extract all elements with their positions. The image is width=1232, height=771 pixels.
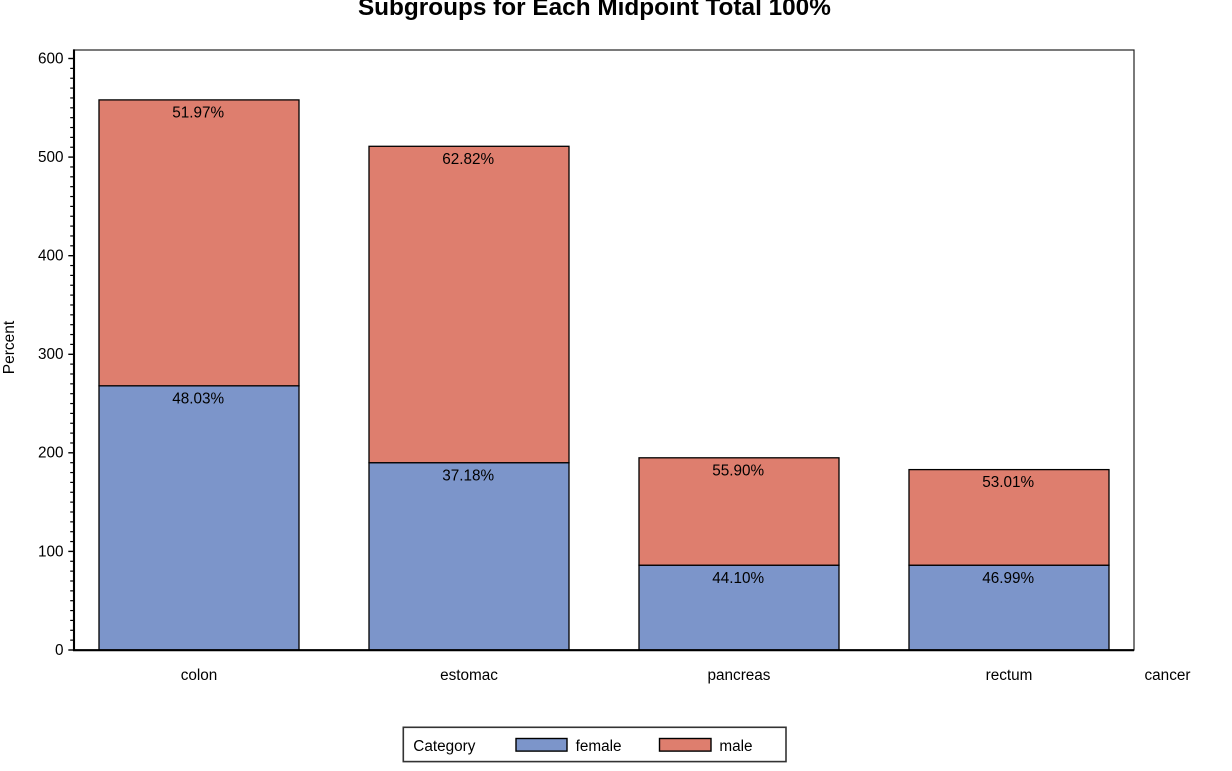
svg-text:44.10%: 44.10% — [712, 570, 764, 587]
svg-text:0: 0 — [55, 642, 64, 659]
svg-text:55.90%: 55.90% — [712, 462, 764, 479]
svg-text:100: 100 — [38, 543, 64, 560]
svg-text:Subgroups for Each Midpoint To: Subgroups for Each Midpoint Total 100% — [358, 0, 831, 21]
svg-text:200: 200 — [38, 445, 64, 462]
svg-text:estomac: estomac — [440, 667, 498, 684]
svg-text:Category: Category — [413, 738, 475, 755]
svg-text:rectum: rectum — [986, 667, 1033, 684]
svg-text:pancreas: pancreas — [708, 667, 771, 684]
svg-text:37.18%: 37.18% — [442, 467, 494, 484]
svg-text:colon: colon — [181, 667, 218, 684]
svg-text:female: female — [576, 738, 622, 755]
svg-text:300: 300 — [38, 346, 64, 363]
svg-text:male: male — [719, 738, 752, 755]
svg-text:51.97%: 51.97% — [172, 105, 224, 122]
svg-text:62.82%: 62.82% — [442, 151, 494, 168]
svg-text:400: 400 — [38, 248, 64, 265]
svg-text:Percent: Percent — [1, 320, 18, 374]
svg-text:500: 500 — [38, 149, 64, 166]
svg-text:cancer: cancer — [1145, 667, 1191, 684]
svg-text:46.99%: 46.99% — [982, 570, 1034, 587]
svg-text:53.01%: 53.01% — [982, 474, 1034, 491]
svg-text:48.03%: 48.03% — [172, 390, 224, 407]
svg-text:600: 600 — [38, 50, 64, 67]
